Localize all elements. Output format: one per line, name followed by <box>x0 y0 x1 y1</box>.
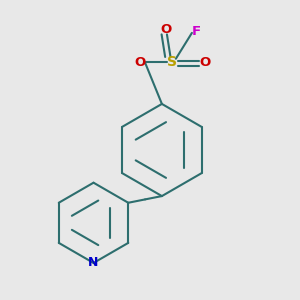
Text: S: S <box>167 55 177 69</box>
Text: O: O <box>200 56 211 69</box>
Text: F: F <box>191 25 201 38</box>
Text: O: O <box>134 56 145 69</box>
Text: O: O <box>161 23 172 36</box>
Text: N: N <box>88 256 99 269</box>
